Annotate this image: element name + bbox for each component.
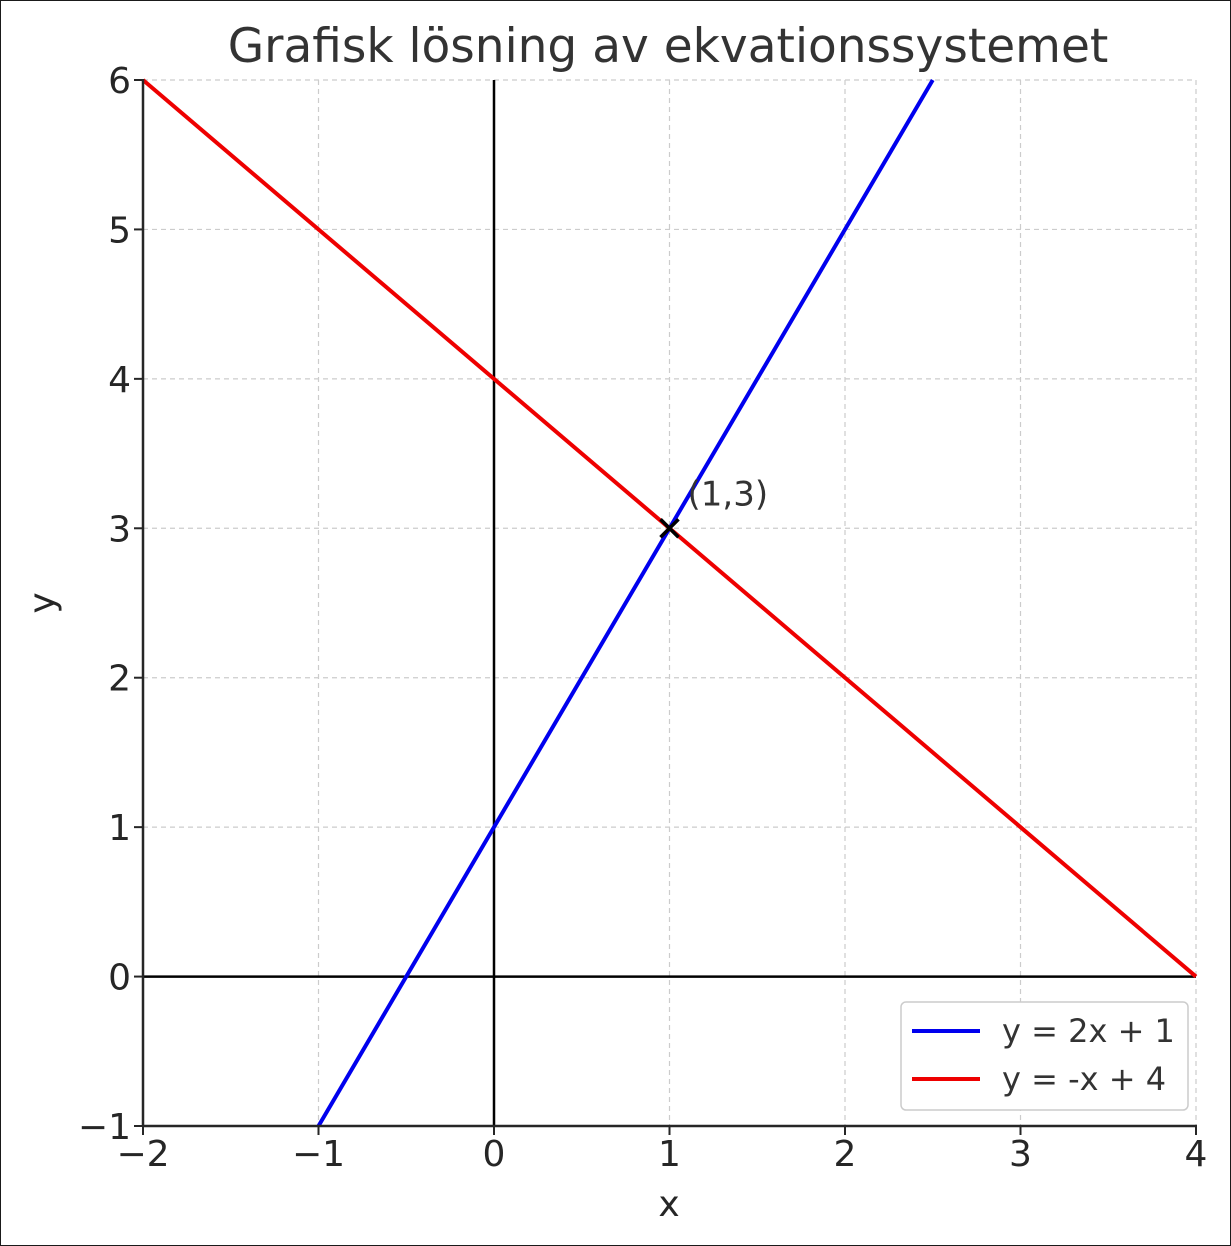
legend-label-0: y = 2x + 1 <box>1002 1012 1175 1050</box>
x-axis-label: x <box>658 1184 679 1225</box>
x-tick-label-4: 2 <box>834 1134 857 1175</box>
annotations: (1,3) <box>659 474 769 539</box>
legend: y = 2x + 1 y = -x + 4 <box>900 1001 1189 1111</box>
y-tick-label-2: 1 <box>108 808 131 849</box>
y-tick-label-7: 6 <box>108 61 131 102</box>
series-line-0 <box>316 78 935 1128</box>
y-tick-label-6: 5 <box>108 210 131 251</box>
x-tick-label-2: 0 <box>483 1134 506 1175</box>
y-tick-label-5: 4 <box>108 360 131 401</box>
legend-label-1: y = -x + 4 <box>1002 1060 1166 1098</box>
x-tick-label-5: 3 <box>1009 1134 1032 1175</box>
chart-title: Grafisk lösning av ekvationssystemet <box>228 19 1109 74</box>
intersection-label: (1,3) <box>688 474 769 514</box>
x-tick-label-0: −2 <box>116 1134 169 1175</box>
y-tick-label-3: 2 <box>108 659 131 700</box>
x-tick-label-6: 4 <box>1185 1134 1208 1175</box>
grid <box>142 79 1197 1127</box>
zero-axis-lines <box>143 80 1196 1126</box>
y-tick-label-4: 3 <box>108 509 131 550</box>
y-axis-label: y <box>22 592 63 613</box>
intersection-marker <box>659 518 680 539</box>
marker-stroke-b <box>659 518 680 539</box>
x-tick-label-1: −1 <box>292 1134 345 1175</box>
x-tick-label-3: 1 <box>658 1134 681 1175</box>
y-tick-label-1: 0 <box>108 958 131 999</box>
y-tick-label-0: −1 <box>78 1107 131 1148</box>
